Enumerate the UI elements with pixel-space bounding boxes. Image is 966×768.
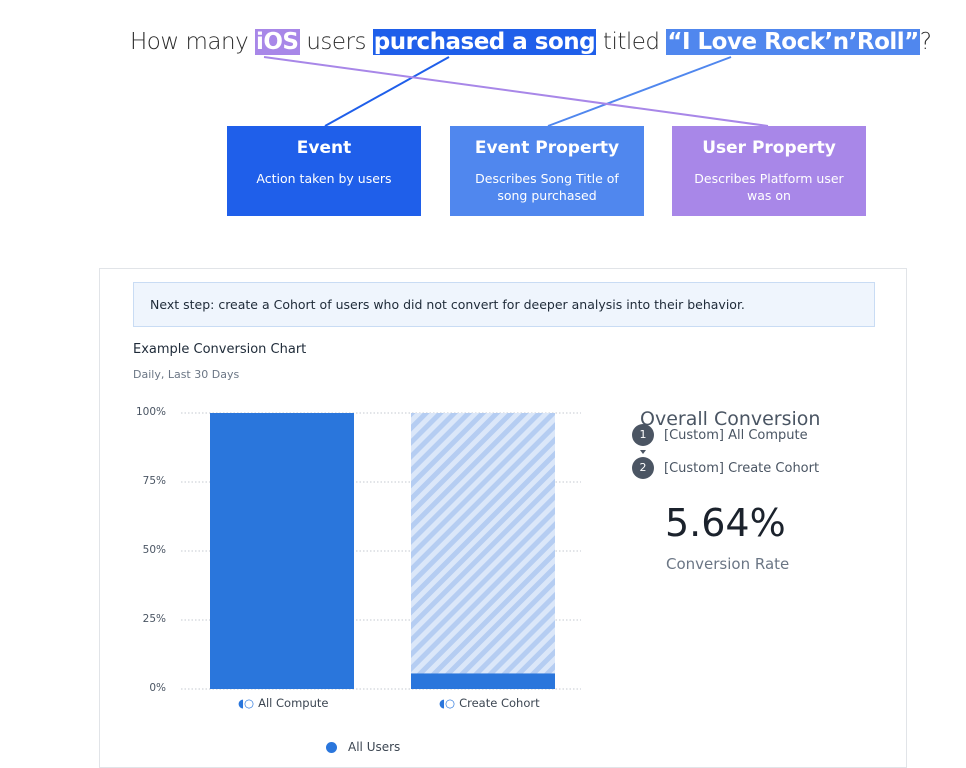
chart-subtitle: Daily, Last 30 Days [133, 368, 240, 381]
next-step-note: Next step: create a Cohort of users who … [133, 282, 875, 327]
step-1: 1 [Custom] All Compute [632, 424, 808, 446]
highlight-ios: iOS [255, 29, 300, 55]
box-desc: Action taken by users [256, 171, 392, 186]
conversion-rate-value: 5.64% [665, 501, 786, 545]
step-label: [Custom] All Compute [664, 427, 808, 443]
q-text: How many [130, 29, 255, 55]
step-number: 1 [632, 424, 654, 446]
y-tick-label: 25% [142, 613, 166, 625]
q-text: users [299, 29, 373, 55]
q-text: titled [596, 29, 667, 55]
chart-card: Next step: create a Cohort of users who … [99, 268, 907, 768]
box-title: Event Property [474, 138, 620, 158]
segment-icon: ◖○ [439, 696, 456, 710]
connector-event [324, 56, 450, 127]
y-tick-label: 75% [142, 475, 166, 487]
bar-chart [181, 412, 581, 690]
step-number: 2 [632, 457, 654, 479]
box-title: Event [296, 138, 352, 158]
dropoff-bar [411, 413, 555, 674]
y-tick-label: 50% [142, 544, 166, 556]
y-tick-label: 100% [135, 406, 166, 418]
event-property-box: Event Property Describes Song Title of so… [450, 126, 644, 216]
step-2: 2 [Custom] Create Cohort [632, 457, 819, 479]
highlight-event: purchased a song [372, 29, 597, 55]
legend-item[interactable]: All Users [326, 740, 400, 754]
legend-label: All Users [348, 740, 401, 754]
x-tick-label[interactable]: ◖○ Create Cohort [439, 696, 540, 710]
connector-user-property [263, 56, 769, 127]
box-title: User Property [702, 138, 836, 158]
connector-lines [263, 56, 769, 127]
overall-conversion-title: Overall Conversion [640, 408, 821, 430]
bar-all-compute [210, 413, 354, 689]
event-box: Event Action taken by users [227, 126, 421, 216]
step-label: [Custom] Create Cohort [664, 460, 820, 476]
legend-dot-icon [326, 741, 337, 753]
box-desc: Describes Platform user was on [694, 171, 844, 203]
question: How many iOS users purchased a song titl… [130, 29, 932, 55]
highlight-event-property: “I Love Rock’n’Roll” [666, 29, 920, 55]
x-tick-label[interactable]: ◖○ All Compute [238, 696, 328, 710]
chart-title: Example Conversion Chart [133, 342, 307, 357]
segment-icon: ◖○ [238, 696, 255, 710]
q-text: ? [919, 29, 932, 55]
connector-event-property [547, 56, 732, 127]
y-tick-label: 0% [149, 682, 166, 694]
arrow-down-icon [640, 450, 646, 454]
bar-create-cohort [411, 673, 555, 689]
x-label-text: Create Cohort [459, 696, 540, 710]
conversion-rate-label: Conversion Rate [666, 555, 790, 573]
user-property-box: User Property Describes Platform user was… [672, 126, 866, 216]
x-label-text: All Compute [258, 696, 329, 710]
box-desc: Describes Song Title of song purchased [475, 171, 619, 203]
